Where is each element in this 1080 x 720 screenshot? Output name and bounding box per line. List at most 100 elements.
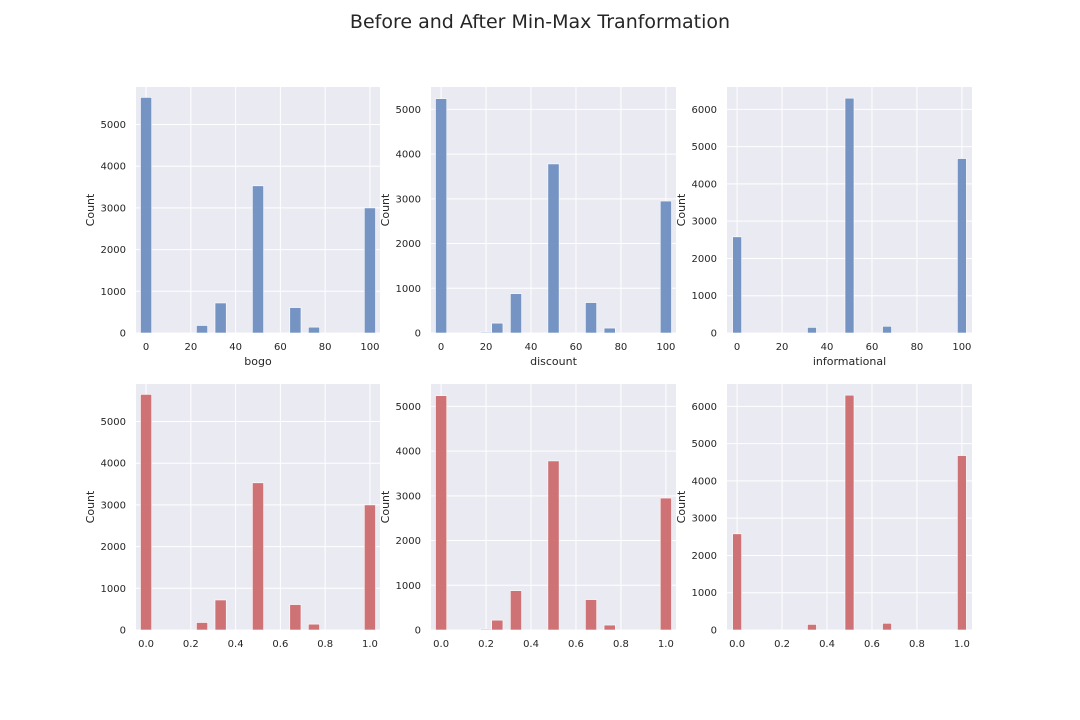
x-tick-label: 20 <box>776 342 789 353</box>
y-tick-label: 0 <box>415 626 421 637</box>
histogram-bar <box>844 394 855 631</box>
y-tick-label: 3000 <box>396 194 421 205</box>
x-tick-label: 80 <box>319 342 332 353</box>
y-tick-label: 0 <box>120 626 126 637</box>
histogram-bar <box>585 599 597 631</box>
x-tick-label: 40 <box>821 342 834 353</box>
histogram-bar <box>364 207 376 334</box>
histogram-bar <box>214 302 227 334</box>
histogram-bar <box>252 482 264 631</box>
histogram-bar <box>659 497 672 631</box>
x-tick-label: 0.0 <box>138 639 154 650</box>
y-tick-label: 4000 <box>692 476 717 487</box>
y-tick-label: 4000 <box>692 179 717 190</box>
y-tick-label: 5000 <box>692 439 717 450</box>
histogram-bar <box>547 163 560 334</box>
y-tick-label: 0 <box>711 329 717 340</box>
x-tick-label: 0.4 <box>819 639 835 650</box>
x-axis-label: bogo <box>244 355 272 368</box>
figure-title: Before and After Min-Max Tranformation <box>350 11 730 33</box>
x-tick-label: 1.0 <box>954 639 970 650</box>
histogram-bar <box>807 327 817 334</box>
histogram-bar <box>196 325 208 334</box>
x-tick-label: 20 <box>480 342 493 353</box>
y-tick-label: 1000 <box>396 581 421 592</box>
histogram-bar <box>289 604 302 631</box>
histogram-bar <box>957 158 967 334</box>
y-tick-label: 0 <box>415 329 421 340</box>
y-tick-label: 3000 <box>101 203 126 214</box>
x-tick-label: 0 <box>143 342 149 353</box>
x-axis-label: discount <box>530 355 577 368</box>
x-tick-label: 0.2 <box>183 639 199 650</box>
histogram-bar <box>214 599 227 631</box>
histogram-bar <box>957 455 967 631</box>
x-tick-label: 0.0 <box>729 639 745 650</box>
x-tick-label: 100 <box>360 342 379 353</box>
panel-2: 0 20 40 60 80 100010002000300040005000discoun… <box>379 87 676 368</box>
x-tick-label: 100 <box>656 342 675 353</box>
y-tick-label: 4000 <box>101 459 126 470</box>
histogram-bar <box>882 325 892 334</box>
x-tick-label: 60 <box>274 342 287 353</box>
y-tick-label: 3000 <box>396 491 421 502</box>
histogram-bar <box>585 302 597 334</box>
panel-6: 0.0 0.2 0.4 0.6 0.8 1.0 0 1000 2000 3000 4000 5000 6… <box>675 384 972 650</box>
histogram-bar <box>732 533 742 631</box>
y-tick-label: 2000 <box>396 239 421 250</box>
y-tick-label: 4000 <box>396 447 421 458</box>
y-axis-label: Count <box>84 490 97 523</box>
x-tick-label: 0.8 <box>317 639 333 650</box>
y-tick-label: 1000 <box>692 588 717 599</box>
panel-5: 0.0 0.2 0.4 0.6 0.8 1.0 0 1000 2000 3000 4000 5000 C… <box>379 384 676 650</box>
x-axis-label: informational <box>813 355 886 368</box>
y-tick-label: 0 <box>120 329 126 340</box>
x-tick-label: 0.6 <box>864 639 880 650</box>
histogram-bar <box>308 326 320 334</box>
histogram-bar <box>603 327 616 334</box>
x-tick-label: 40 <box>525 342 538 353</box>
histogram-bar <box>289 307 302 334</box>
y-tick-label: 2000 <box>692 254 717 265</box>
y-tick-label: 5000 <box>692 142 717 153</box>
x-tick-label: 0.8 <box>613 639 629 650</box>
x-tick-label: 20 <box>184 342 197 353</box>
x-tick-label: 0 <box>734 342 740 353</box>
panel-4: 0.0 0.2 0.4 0.6 0.8 1.0 0 1000 2000 3000 4000 5000 C… <box>84 384 380 650</box>
y-tick-label: 6000 <box>692 402 717 413</box>
y-axis-label: Count <box>675 193 688 226</box>
panel-3: 0 20 40 60 80 1000100020003000400050006000inf… <box>675 87 972 368</box>
y-tick-label: 3000 <box>692 217 717 228</box>
histogram-bar <box>882 622 892 631</box>
y-tick-label: 2000 <box>101 245 126 256</box>
x-tick-label: 100 <box>952 342 971 353</box>
x-tick-label: 0.6 <box>272 639 288 650</box>
y-tick-label: 3000 <box>101 500 126 511</box>
y-tick-label: 2000 <box>396 536 421 547</box>
x-tick-label: 0.8 <box>909 639 925 650</box>
histogram-bar <box>510 590 522 631</box>
histogram-bar <box>732 236 742 334</box>
histogram-panels: 0 20 40 60 80 100010002000300040005000bogoCou… <box>84 87 972 650</box>
x-tick-label: 80 <box>615 342 628 353</box>
y-axis-label: Count <box>84 193 97 226</box>
x-tick-label: 0.4 <box>523 639 539 650</box>
y-tick-label: 1000 <box>692 291 717 302</box>
x-tick-label: 0.4 <box>228 639 244 650</box>
histogram-bar <box>435 395 448 631</box>
histogram-bar <box>844 97 855 334</box>
y-tick-label: 1000 <box>396 284 421 295</box>
histogram-bar <box>491 322 504 334</box>
y-tick-label: 4000 <box>101 162 126 173</box>
y-tick-label: 5000 <box>396 402 421 413</box>
y-tick-label: 3000 <box>692 514 717 525</box>
histogram-bar <box>659 200 672 334</box>
x-tick-label: 0 <box>438 342 444 353</box>
histogram-bar <box>491 619 504 631</box>
histogram-bar <box>308 623 320 631</box>
histogram-bar <box>603 624 616 631</box>
y-tick-label: 0 <box>711 626 717 637</box>
histogram-bar <box>140 97 152 334</box>
histogram-bar <box>252 185 264 334</box>
